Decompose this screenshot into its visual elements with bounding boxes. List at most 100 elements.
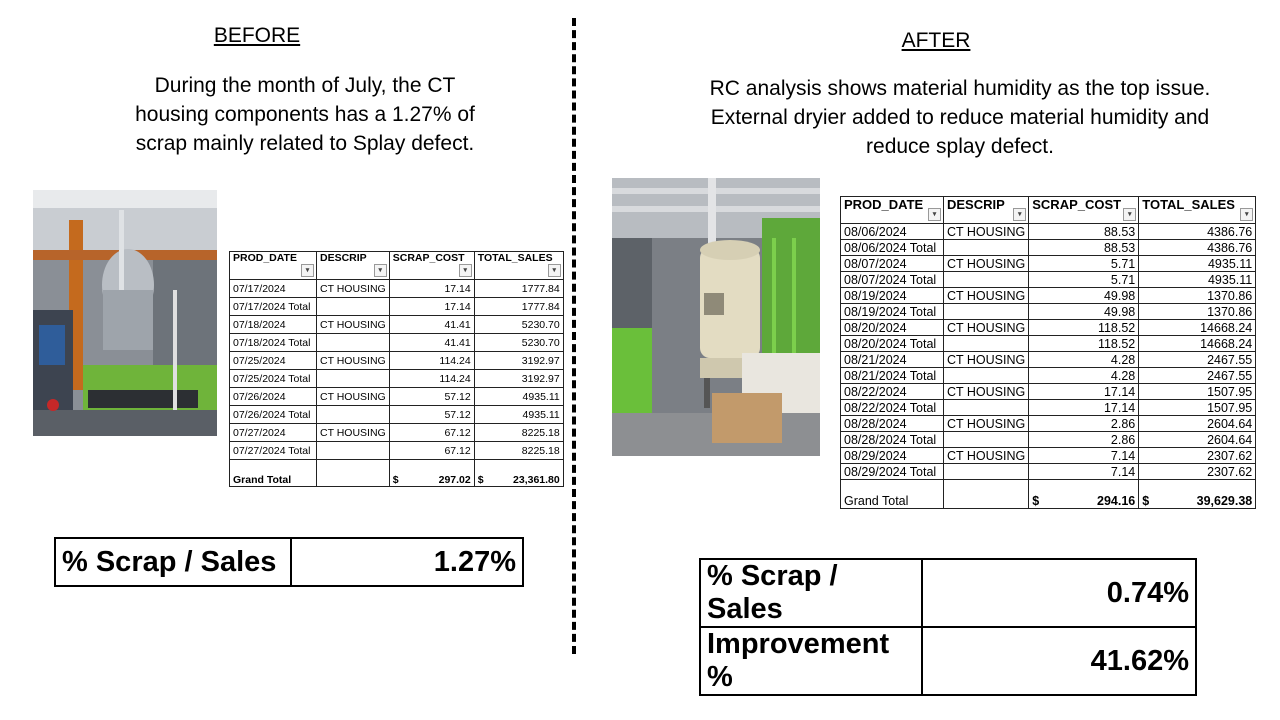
table-row: 08/29/2024 Total 7.14 2307.62: [840, 463, 1257, 480]
cell-scrap-cost: 5.71: [1028, 271, 1140, 288]
cell-scrap-cost: 17.14: [388, 279, 475, 298]
cell-prod-date: 08/22/2024 Total: [840, 399, 944, 416]
cell-prod-date: 07/18/2024 Total: [229, 333, 317, 352]
cell-prod-date: 07/25/2024 Total: [229, 369, 317, 388]
table-row: 08/07/2024 Total 5.71 4935.11: [840, 271, 1257, 288]
cell-descrip: CT HOUSING: [942, 255, 1030, 272]
cell-prod-date: 08/19/2024: [840, 287, 944, 304]
cell-descrip: [316, 441, 390, 460]
cell-prod-date: 07/27/2024: [229, 423, 317, 442]
cell-prod-date: 07/17/2024 Total: [229, 297, 317, 316]
header-label: DESCRIP: [947, 197, 1005, 212]
cell-scrap-cost: 114.24: [388, 351, 475, 370]
filter-dropdown-icon[interactable]: ▾: [1013, 208, 1027, 221]
filter-dropdown-icon[interactable]: ▾: [373, 264, 387, 277]
filter-dropdown-icon[interactable]: ▾: [301, 264, 314, 277]
cell-prod-date: 07/25/2024: [229, 351, 317, 370]
header-label: DESCRIP: [320, 252, 367, 264]
cell-scrap-cost: 114.24: [388, 369, 475, 388]
table-row: 08/29/2024 CT HOUSING 7.14 2307.62: [840, 447, 1257, 464]
grand-total-empty: [316, 459, 390, 487]
scrap-sales-label: % Scrap / Sales: [54, 537, 292, 587]
cell-descrip: CT HOUSING: [316, 387, 390, 406]
cell-scrap-cost: 67.12: [388, 441, 475, 460]
cell-descrip: [942, 303, 1030, 320]
cell-total-sales: 3192.97: [473, 351, 564, 370]
after-heading: AFTER: [901, 29, 971, 52]
dashed-divider: [572, 18, 576, 654]
header-label: TOTAL_SALES: [477, 252, 553, 264]
cell-prod-date: 08/21/2024 Total: [840, 367, 944, 384]
cell-total-sales: 1777.84: [473, 279, 564, 298]
table-row: 07/18/2024 CT HOUSING 41.41 5230.70: [229, 315, 564, 334]
header-label: PROD_DATE: [233, 252, 297, 264]
before-description: During the month of July, the CT housing…: [80, 71, 530, 158]
cell-scrap-cost: 88.53: [1028, 223, 1140, 240]
col-header-descrip[interactable]: DESCRIP ▾: [316, 251, 390, 280]
grand-scrap-value: 297.02: [438, 474, 471, 486]
cell-total-sales: 4935.11: [473, 387, 564, 406]
table-row: 07/26/2024 CT HOUSING 57.12 4935.11: [229, 387, 564, 406]
cell-total-sales: 8225.18: [473, 441, 564, 460]
cell-prod-date: 07/18/2024: [229, 315, 317, 334]
cell-total-sales: 14668.24: [1138, 319, 1257, 336]
col-header-prod-date[interactable]: PROD_DATE ▾: [229, 251, 317, 280]
grand-total-sales: $39,629.38: [1138, 479, 1257, 509]
col-header-scrap-cost[interactable]: SCRAP_COST ▾: [388, 251, 475, 280]
cell-scrap-cost: 118.52: [1028, 335, 1140, 352]
grand-total-row: Grand Total $297.02 $23,361.80: [229, 459, 564, 487]
cell-prod-date: 08/29/2024 Total: [840, 463, 944, 480]
header-label: PROD_DATE: [844, 197, 924, 212]
cell-descrip: [942, 335, 1030, 352]
cell-prod-date: 08/07/2024: [840, 255, 944, 272]
cell-total-sales: 4935.11: [473, 405, 564, 424]
cell-total-sales: 1507.95: [1138, 383, 1257, 400]
table-row: 07/25/2024 Total 114.24 3192.97: [229, 369, 564, 388]
filter-dropdown-icon[interactable]: ▾: [547, 264, 561, 277]
scrap-sales-value: 1.27%: [290, 537, 524, 587]
filter-dropdown-icon[interactable]: ▾: [1240, 208, 1254, 221]
cell-scrap-cost: 67.12: [388, 423, 475, 442]
table-row: 07/26/2024 Total 57.12 4935.11: [229, 405, 564, 424]
table-header-row: PROD_DATE ▾ DESCRIP ▾ SCRAP_COST ▾ TOTAL_SA…: [229, 251, 564, 280]
cell-scrap-cost: 4.28: [1028, 351, 1140, 368]
cell-total-sales: 2307.62: [1138, 447, 1257, 464]
cell-descrip: CT HOUSING: [942, 447, 1030, 464]
cell-prod-date: 08/22/2024: [840, 383, 944, 400]
grand-total-scrap: $294.16: [1028, 479, 1140, 509]
col-header-descrip[interactable]: DESCRIP ▾: [942, 196, 1030, 224]
before-data-table: PROD_DATE ▾ DESCRIP ▾ SCRAP_COST ▾ TOTAL_SA…: [229, 251, 564, 487]
cell-prod-date: 08/29/2024: [840, 447, 944, 464]
cell-descrip: [942, 271, 1030, 288]
filter-dropdown-icon[interactable]: ▾: [928, 208, 941, 221]
cell-scrap-cost: 57.12: [388, 405, 475, 424]
grand-total-scrap: $297.02: [388, 459, 475, 487]
cell-total-sales: 4386.76: [1138, 223, 1257, 240]
cell-descrip: CT HOUSING: [316, 351, 390, 370]
cell-scrap-cost: 7.14: [1028, 463, 1140, 480]
grand-scrap-value: 294.16: [1097, 494, 1136, 508]
after-summary-table: % Scrap / Sales 0.74% Improvement % 41.6…: [699, 558, 1197, 696]
header-label: SCRAP_COST: [392, 252, 465, 264]
col-header-prod-date[interactable]: PROD_DATE ▾: [840, 196, 944, 224]
cell-total-sales: 4935.11: [1138, 271, 1257, 288]
cell-scrap-cost: 41.41: [388, 333, 475, 352]
cell-scrap-cost: 17.14: [1028, 383, 1140, 400]
cell-scrap-cost: 7.14: [1028, 447, 1140, 464]
cell-scrap-cost: 4.28: [1028, 367, 1140, 384]
col-header-scrap-cost[interactable]: SCRAP_COST ▾: [1028, 196, 1140, 224]
cell-prod-date: 08/19/2024 Total: [840, 303, 944, 320]
cell-scrap-cost: 17.14: [388, 297, 475, 316]
filter-active-icon[interactable]: ▾: [1123, 208, 1137, 221]
summary-row: % Scrap / Sales 1.27%: [54, 537, 524, 587]
table-row: 07/27/2024 Total 67.12 8225.18: [229, 441, 564, 460]
header-label: TOTAL_SALES: [1142, 197, 1235, 212]
improvement-value: 41.62%: [921, 626, 1197, 696]
filter-active-icon[interactable]: ▾: [458, 264, 472, 277]
col-header-total-sales[interactable]: TOTAL_SALES ▾: [1138, 196, 1257, 224]
grand-total-row: Grand Total $294.16 $39,629.38: [840, 479, 1257, 509]
cell-descrip: CT HOUSING: [942, 351, 1030, 368]
col-header-total-sales[interactable]: TOTAL_SALES ▾: [473, 251, 564, 280]
cell-descrip: CT HOUSING: [942, 415, 1030, 432]
before-summary-table: % Scrap / Sales 1.27%: [54, 537, 524, 587]
